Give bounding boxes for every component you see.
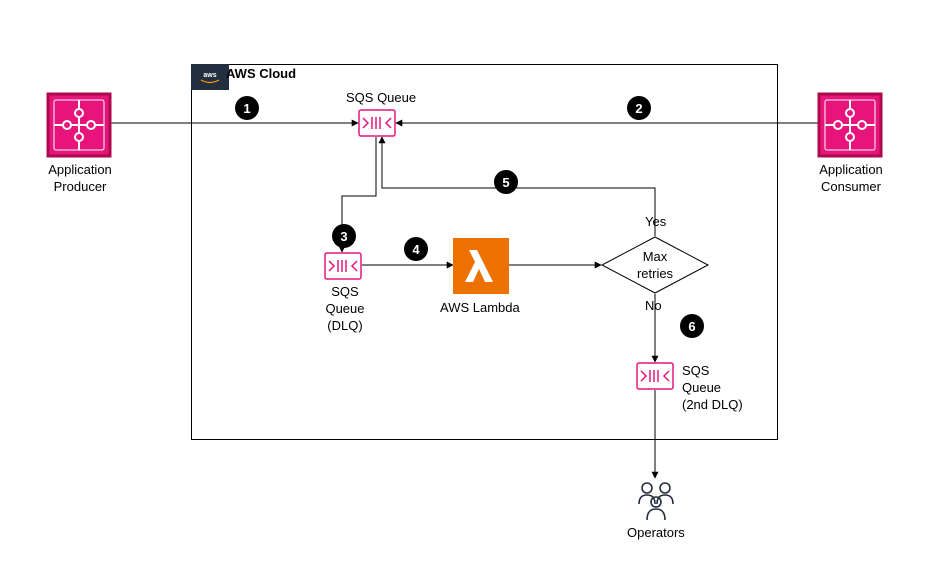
step-badge-1: 1 (235, 96, 259, 120)
consumer-label: ApplicationConsumer (811, 162, 891, 196)
step-badge-5: 5 (494, 170, 518, 194)
decision-label: Maxretries (633, 249, 677, 283)
sqs-dlq-icon (324, 252, 362, 280)
sqs-dlq2-label: SQS Queue(2nd DLQ) (682, 363, 752, 414)
decision-yes-label: Yes (645, 214, 666, 231)
operators-label: Operators (627, 525, 685, 542)
edge-decision_yes_to_sqs1 (382, 137, 655, 236)
application-producer-icon (47, 93, 111, 157)
step-badge-2: 2 (627, 96, 651, 120)
aws-lambda-icon (453, 238, 509, 294)
step-badge-3: 3 (332, 224, 356, 248)
step-badge-4: 4 (404, 237, 428, 261)
sqs-dlq-label: SQS Queue(DLQ) (312, 284, 378, 335)
application-consumer-icon (818, 93, 882, 157)
sqs-queue-label: SQS Queue (346, 90, 416, 107)
sqs-queue-icon (358, 109, 396, 137)
step-badge-6: 6 (680, 314, 704, 338)
decision-no-label: No (645, 298, 662, 315)
operators-icon (633, 478, 679, 522)
lambda-label: AWS Lambda (440, 300, 520, 317)
sqs-dlq2-icon (636, 362, 674, 390)
diagram-canvas: aws AWS Cloud ApplicationProducer (0, 0, 927, 572)
producer-label: ApplicationProducer (40, 162, 120, 196)
